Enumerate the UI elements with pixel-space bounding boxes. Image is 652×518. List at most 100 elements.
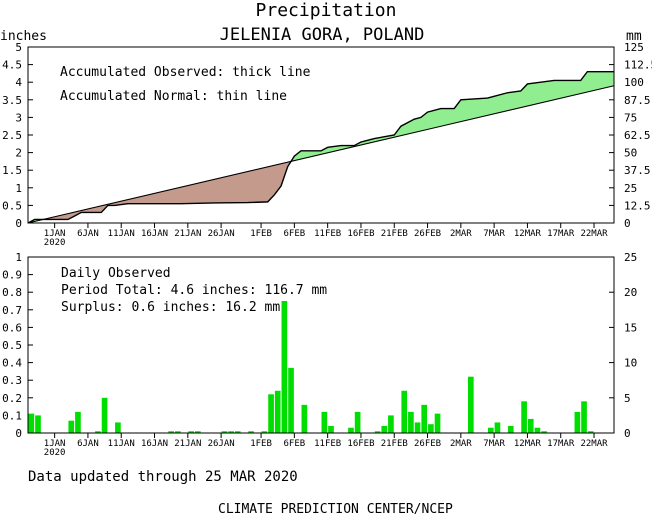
period-total-label: Period Total: 4.6 inches: 116.7 mm [61,283,327,298]
credit-line: CLIMATE PREDICTION CENTER/NCEP [218,502,453,517]
daily-bar [421,404,428,433]
daily-bar [194,431,201,433]
accumulated-normal-line [27,85,615,224]
y-tick-label: 3.5 [2,94,22,107]
y-tick-label: 4.5 [2,59,22,72]
chart-subtitle: JELENIA GORA, POLAND [220,25,425,45]
y-tick-label-right: 112.5 [624,59,652,72]
x-tick-label: 6FEB [284,229,306,239]
x-tick-label: 26FEB [414,439,441,449]
deficit-area [214,171,249,204]
daily-bar [281,301,288,433]
daily-bar [581,401,587,433]
x-tick-label: 1FEB [250,229,272,239]
daily-bar [75,411,81,433]
x-tick-label: 2MAR [450,229,472,239]
y-tick-label: 0.5 [2,199,22,212]
x-year-label: 2020 [44,448,66,458]
daily-bar [101,397,108,433]
data-updated-note: Data updated through 25 MAR 2020 [28,469,298,485]
y-tick-label: 1.5 [2,164,22,177]
y-tick-label: 0.4 [2,357,22,370]
y-tick-label: 0.3 [2,374,22,387]
surplus-area [540,80,555,104]
daily-bar [521,401,527,433]
daily-bar [28,413,35,433]
daily-panel: 00.10.20.30.40.50.60.70.80.9105101520251… [2,251,637,458]
y-tick-label-right: 100 [624,76,644,89]
right-axis-unit-label: mm [626,29,642,44]
daily-observed-label: Daily Observed [61,266,171,281]
daily-bar [115,422,121,433]
daily-bar [527,418,534,433]
daily-bar [401,390,408,433]
y-tick-label: 2 [15,147,22,160]
top-plot-frame [27,46,615,224]
x-tick-label: 21FEB [381,439,408,449]
y-tick-label-right: 62.5 [624,129,651,142]
y-tick-label-right: 125 [624,41,644,54]
y-tick-label-right: 25 [624,182,637,195]
daily-bar [487,427,494,433]
y-tick-label: 0.5 [2,339,22,352]
daily-bar [288,367,294,433]
daily-bar [388,415,394,433]
daily-bar [541,431,547,433]
y-tick-label: 0 [15,217,22,230]
x-tick-label: 21FEB [381,229,408,239]
x-tick-label: 21JAN [174,229,201,239]
y-tick-label: 4 [15,76,22,89]
daily-bar [434,413,441,433]
x-tick-label: 26FEB [414,229,441,239]
daily-bar [301,404,308,433]
y-tick-label-right: 20 [624,286,637,299]
x-tick-label: 11JAN [108,439,135,449]
x-tick-label: 16JAN [141,229,168,239]
x-tick-label: 16FEB [347,229,374,239]
y-tick-label: 0.1 [2,409,22,422]
x-tick-label: 7MAR [483,439,505,449]
x-tick-label: 16JAN [141,439,168,449]
x-tick-label: 1JAN [44,229,66,239]
daily-bar [175,431,181,433]
daily-bar [68,420,75,433]
x-tick-label: 6JAN [77,439,99,449]
y-tick-label-right: 0 [624,217,631,230]
x-tick-label: 12MAR [514,229,542,239]
x-tick-label: 11JAN [108,229,135,239]
x-tick-label: 17MAR [547,229,575,239]
legend-observed-note: Accumulated Observed: thick line [60,65,311,80]
daily-bar [268,394,274,433]
daily-bar [234,431,241,433]
daily-bar [534,427,541,433]
surplus-area [487,95,495,116]
daily-bar [274,390,281,433]
y-tick-label: 0.6 [2,321,22,334]
y-tick-label-right: 5 [624,392,631,405]
daily-bar [374,431,381,433]
y-tick-label: 1 [15,251,22,264]
daily-bar [414,422,421,433]
y-tick-label-right: 25 [624,251,637,264]
x-tick-label: 11FEB [314,229,341,239]
y-tick-label-right: 87.5 [624,94,651,107]
y-tick-label: 1 [15,182,22,195]
x-tick-label: 1JAN [44,439,66,449]
deficit-area [247,166,269,203]
accumulated-observed-line [27,70,614,224]
x-tick-label: 2MAR [450,439,472,449]
daily-bar [328,425,334,433]
y-tick-label-right: 15 [624,321,637,334]
x-tick-label: 22MAR [580,229,608,239]
y-tick-label: 2.5 [2,129,22,142]
x-tick-label: 12MAR [514,439,542,449]
daily-bar [221,431,228,433]
x-tick-label: 1FEB [250,439,272,449]
x-tick-label: 22MAR [580,439,608,449]
left-axis-unit-label: inches [0,29,47,44]
daily-bar [35,415,41,433]
y-tick-label: 0.2 [2,392,22,405]
x-tick-label: 26JAN [208,229,235,239]
y-tick-label-right: 50 [624,147,637,160]
daily-bar [261,431,268,433]
